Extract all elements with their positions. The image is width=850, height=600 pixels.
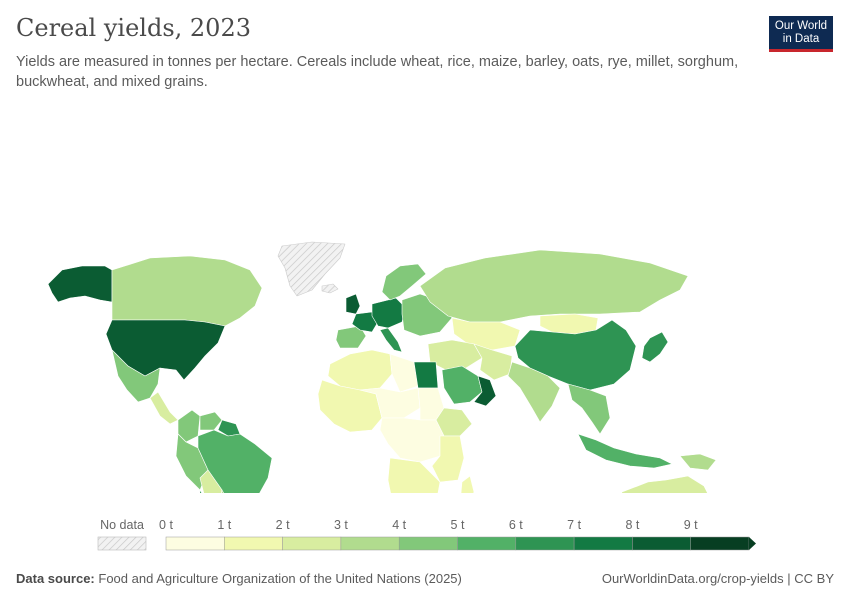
legend-tick-label: 4 t bbox=[392, 518, 406, 532]
chart-title: Cereal yields, 2023 bbox=[16, 14, 251, 42]
region-saudi-arabia[interactable] bbox=[441, 365, 483, 405]
region-paraguay[interactable] bbox=[220, 489, 232, 493]
legend-tick-label: 5 t bbox=[451, 518, 465, 532]
region-iceland[interactable] bbox=[321, 283, 339, 294]
region-east-africa[interactable] bbox=[431, 435, 465, 483]
region-chile[interactable] bbox=[198, 489, 220, 493]
region-central-america[interactable] bbox=[149, 391, 179, 425]
region-png[interactable] bbox=[679, 453, 717, 471]
region-west-africa[interactable] bbox=[317, 379, 383, 433]
legend-swatch-2[interactable] bbox=[282, 536, 342, 551]
region-italy[interactable] bbox=[379, 327, 403, 353]
region-australia[interactable] bbox=[616, 475, 714, 493]
chart-subtitle: Yields are measured in tonnes per hectar… bbox=[16, 54, 739, 90]
legend-no-data[interactable]: No data bbox=[97, 518, 147, 551]
footer-source: Data source: Food and Agriculture Organi… bbox=[16, 571, 462, 586]
owid-logo[interactable]: Our World in Data bbox=[769, 16, 833, 52]
legend-tick-label: 3 t bbox=[334, 518, 348, 532]
legend-swatch-0[interactable] bbox=[165, 536, 225, 551]
legend-tick-label: 0 t bbox=[159, 518, 173, 532]
map-legend: No data 0 t 1 t 2 t 3 t 4 t 5 t 6 t 7 t 8 t 9 t bbox=[97, 518, 756, 551]
logo-line-2: in Data bbox=[782, 33, 820, 45]
region-bolivia[interactable] bbox=[199, 469, 223, 493]
region-russia[interactable] bbox=[419, 249, 689, 323]
legend-tick-label: 2 t bbox=[276, 518, 290, 532]
legend-color-scale: 0 t 1 t 2 t 3 t 4 t 5 t 6 t 7 t 8 t 9 t bbox=[159, 518, 756, 551]
region-canada[interactable] bbox=[111, 255, 263, 327]
legend-tick-label: 8 t bbox=[625, 518, 639, 532]
legend-no-data-label: No data bbox=[100, 518, 144, 532]
legend-tick-label: 6 t bbox=[509, 518, 523, 532]
legend-swatch-7[interactable] bbox=[573, 536, 633, 551]
region-maghreb[interactable] bbox=[327, 349, 393, 391]
footer-url[interactable]: OurWorldinData.org/crop-yields | CC BY bbox=[601, 571, 834, 586]
region-southern-africa[interactable] bbox=[387, 457, 441, 493]
legend-swatch-9[interactable] bbox=[690, 536, 750, 551]
region-alaska[interactable] bbox=[47, 265, 113, 303]
world-map[interactable] bbox=[0, 118, 850, 493]
region-madagascar[interactable] bbox=[460, 475, 475, 493]
legend-swatch-3[interactable] bbox=[340, 536, 400, 551]
region-scandinavia[interactable] bbox=[381, 263, 427, 301]
legend-swatch-5[interactable] bbox=[457, 536, 517, 551]
legend-swatch-4[interactable] bbox=[398, 536, 458, 551]
region-uk[interactable] bbox=[345, 293, 361, 315]
region-mexico[interactable] bbox=[111, 349, 161, 403]
region-japan-korea[interactable] bbox=[641, 331, 669, 363]
region-greenland[interactable] bbox=[277, 241, 346, 297]
region-egypt[interactable] bbox=[413, 361, 439, 389]
legend-swatch-1[interactable] bbox=[224, 536, 283, 551]
legend-tick-label: 7 t bbox=[567, 518, 581, 532]
source-label: Data source: bbox=[16, 571, 95, 586]
region-oman-uae[interactable] bbox=[473, 375, 497, 407]
legend-no-data-swatch bbox=[97, 536, 147, 551]
legend-tick-label: 1 t bbox=[217, 518, 231, 532]
region-indonesia[interactable] bbox=[577, 433, 673, 469]
region-southeast-asia[interactable] bbox=[567, 383, 611, 435]
region-libya[interactable] bbox=[389, 353, 419, 393]
region-venezuela[interactable] bbox=[199, 411, 223, 431]
legend-swatch-6[interactable] bbox=[515, 536, 575, 551]
region-iran[interactable] bbox=[473, 343, 513, 381]
legend-swatch-8[interactable] bbox=[632, 536, 691, 551]
region-central-europe[interactable] bbox=[371, 297, 407, 329]
source-text: Food and Agriculture Organization of the… bbox=[98, 571, 462, 586]
logo-line-1: Our World bbox=[774, 20, 828, 32]
legend-overflow-arrow bbox=[749, 537, 756, 550]
region-india[interactable] bbox=[507, 361, 561, 423]
legend-tick-label: 9 t bbox=[684, 518, 698, 532]
region-central-africa[interactable] bbox=[379, 417, 445, 463]
